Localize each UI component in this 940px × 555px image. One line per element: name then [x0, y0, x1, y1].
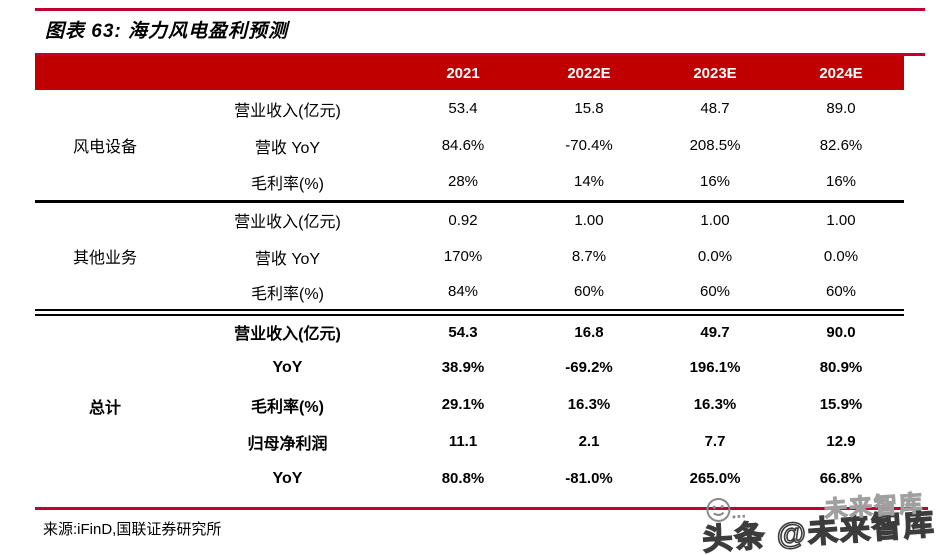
value-cell: 28% — [400, 164, 526, 203]
value-cell: -81.0% — [565, 470, 613, 487]
table-row: 毛利率(%) 84% 60% 60% 60% — [35, 275, 904, 316]
group-label-其他业务: 其他业务 — [35, 201, 175, 316]
table-row: 毛利率(%) 28% 14% 16% 16% — [35, 164, 904, 203]
metric-label: 营业收入(亿元) — [234, 102, 341, 120]
top-red-rule — [35, 8, 925, 11]
metric-label: 毛利率(%) — [251, 398, 324, 416]
value-cell: 38.9% — [441, 359, 485, 376]
value-cell: 2.1 — [578, 433, 600, 450]
metric-label: 营业收入(亿元) — [234, 326, 341, 344]
figure-title: 图表 63: 海力风电盈利预测 — [45, 21, 289, 42]
value-cell: 8.7% — [571, 248, 607, 265]
source-note: 来源:iFinD,国联证券研究所 — [43, 521, 222, 538]
value-cell: 12.9 — [826, 433, 856, 450]
value-cell: 29.1% — [441, 396, 485, 413]
table-body: 风电设备 营业收入(亿元) 53.4 15.8 48.7 89.0 营收 YoY 84.6% -… — [35, 90, 904, 497]
value-cell: 90.0 — [826, 323, 856, 341]
value-cell: -70.4% — [565, 137, 613, 154]
value-cell: 11.1 — [448, 433, 478, 450]
table-row: 其他业务 营业收入(亿元) 0.92 1.00 1.00 1.00 — [35, 201, 904, 316]
metric-label: YoY — [272, 358, 303, 376]
value-cell: 15.8 — [574, 100, 604, 117]
smiley-face-icon — [706, 497, 746, 522]
table-row: 毛利率(%) 29.1% 16.3% 16.3% 15.9% — [35, 386, 904, 423]
forecast-table: 2021 2022E 2023E 2024E 风电设备 营业收入(亿元) 53.4 15.8… — [35, 56, 904, 497]
value-cell: 16.3% — [693, 396, 737, 413]
value-cell: 66.8% — [819, 470, 863, 487]
metric-label: 毛利率(%) — [175, 164, 400, 203]
table-row: 归母净利润 11.1 2.1 7.7 12.9 — [35, 423, 904, 460]
value-cell: 0.0% — [823, 248, 859, 265]
value-cell: -69.2% — [565, 359, 613, 376]
value-cell: 1.00 — [700, 211, 730, 229]
value-cell: 16% — [778, 164, 904, 203]
value-cell: 60% — [526, 275, 652, 316]
group-label-风电设备: 风电设备 — [35, 90, 175, 203]
table-row: YoY 38.9% -69.2% 196.1% 80.9% — [35, 349, 904, 386]
value-cell: 54.3 — [448, 323, 478, 341]
table-header-row: 2021 2022E 2023E 2024E — [35, 56, 904, 90]
header-red-rule — [35, 53, 925, 56]
value-cell: 170% — [443, 248, 483, 265]
table-row: YoY 80.8% -81.0% 265.0% 66.8% — [35, 460, 904, 497]
metric-label: 归母净利润 — [247, 435, 328, 453]
value-cell: 80.9% — [819, 359, 863, 376]
value-cell: 49.7 — [700, 323, 730, 341]
value-cell: 196.1% — [689, 359, 741, 376]
value-cell: 1.00 — [574, 211, 604, 229]
value-cell: 265.0% — [689, 470, 741, 487]
value-cell: 14% — [526, 164, 652, 203]
value-cell: 208.5% — [689, 137, 741, 154]
column-header-2022E: 2022E — [526, 56, 652, 90]
group-label-总计: 总计 — [88, 400, 121, 418]
watermark-main-text: 头条 @未来智库 — [701, 507, 938, 555]
value-cell: 48.7 — [700, 100, 730, 117]
metric-label: 营收 YoY — [254, 139, 321, 157]
value-cell: 16.8 — [574, 323, 604, 341]
value-cell: 16% — [652, 164, 778, 203]
value-cell: 60% — [652, 275, 778, 316]
value-cell: 1.00 — [826, 211, 856, 229]
value-cell: 60% — [778, 275, 904, 316]
value-cell: 0.92 — [448, 211, 478, 229]
table-header: 2021 2022E 2023E 2024E — [35, 56, 904, 90]
metric-label: YoY — [272, 469, 303, 487]
table-row: 营收 YoY 170% 8.7% 0.0% 0.0% — [35, 238, 904, 275]
value-cell: 0.0% — [697, 248, 733, 265]
value-cell: 7.7 — [704, 433, 726, 450]
value-cell: 84% — [400, 275, 526, 316]
value-cell: 82.6% — [819, 137, 863, 154]
table-row: 总计 营业收入(亿元) 54.3 16.8 49.7 90.0 — [35, 312, 904, 418]
value-cell: 15.9% — [819, 396, 863, 413]
bottom-red-rule — [35, 507, 928, 510]
value-cell: 84.6% — [441, 137, 485, 154]
header-corner-cell — [35, 56, 400, 90]
table-row: 风电设备 营业收入(亿元) 53.4 15.8 48.7 89.0 — [35, 90, 904, 203]
metric-label: 营业收入(亿元) — [234, 214, 341, 232]
metric-label: 毛利率(%) — [175, 275, 400, 316]
metric-label: 营收 YoY — [254, 250, 321, 268]
column-header-2021: 2021 — [400, 56, 526, 90]
value-cell: 80.8% — [441, 470, 485, 487]
value-cell: 16.3% — [567, 396, 611, 413]
value-cell: 53.4 — [448, 100, 478, 117]
value-cell: 89.0 — [826, 100, 856, 117]
table-row: 营收 YoY 84.6% -70.4% 208.5% 82.6% — [35, 127, 904, 164]
column-header-2023E: 2023E — [652, 56, 778, 90]
column-header-2024E: 2024E — [778, 56, 904, 90]
